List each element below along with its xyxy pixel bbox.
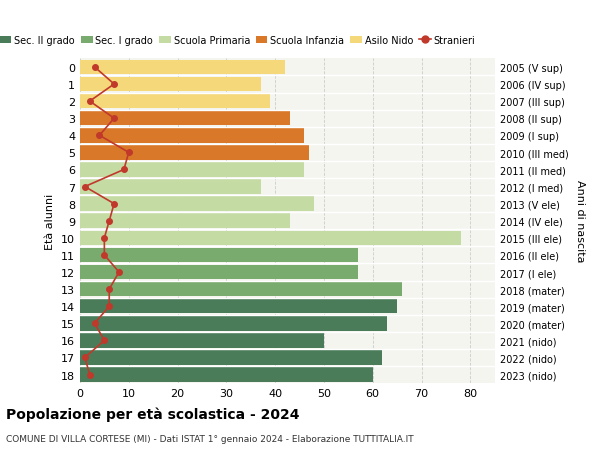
Bar — [80, 299, 397, 314]
Bar — [80, 112, 290, 126]
Bar — [80, 265, 358, 280]
Bar — [80, 180, 260, 195]
Bar — [80, 78, 260, 92]
Bar — [80, 95, 270, 109]
Bar — [80, 282, 402, 297]
Bar — [80, 316, 388, 331]
Bar — [80, 146, 309, 160]
Legend: Sec. II grado, Sec. I grado, Scuola Primaria, Scuola Infanzia, Asilo Nido, Stran: Sec. II grado, Sec. I grado, Scuola Prim… — [0, 32, 479, 50]
Bar — [80, 333, 324, 348]
Bar — [80, 61, 285, 75]
Y-axis label: Età alunni: Età alunni — [46, 193, 55, 249]
Bar — [80, 163, 304, 177]
Bar — [80, 231, 461, 246]
Bar — [80, 197, 314, 212]
Bar — [80, 368, 373, 382]
Text: COMUNE DI VILLA CORTESE (MI) - Dati ISTAT 1° gennaio 2024 - Elaborazione TUTTITA: COMUNE DI VILLA CORTESE (MI) - Dati ISTA… — [6, 434, 413, 443]
Bar — [80, 214, 290, 229]
Bar — [80, 248, 358, 263]
Y-axis label: Anni di nascita: Anni di nascita — [575, 180, 585, 263]
Text: Popolazione per età scolastica - 2024: Popolazione per età scolastica - 2024 — [6, 406, 299, 421]
Bar — [80, 129, 304, 143]
Bar — [80, 351, 382, 365]
